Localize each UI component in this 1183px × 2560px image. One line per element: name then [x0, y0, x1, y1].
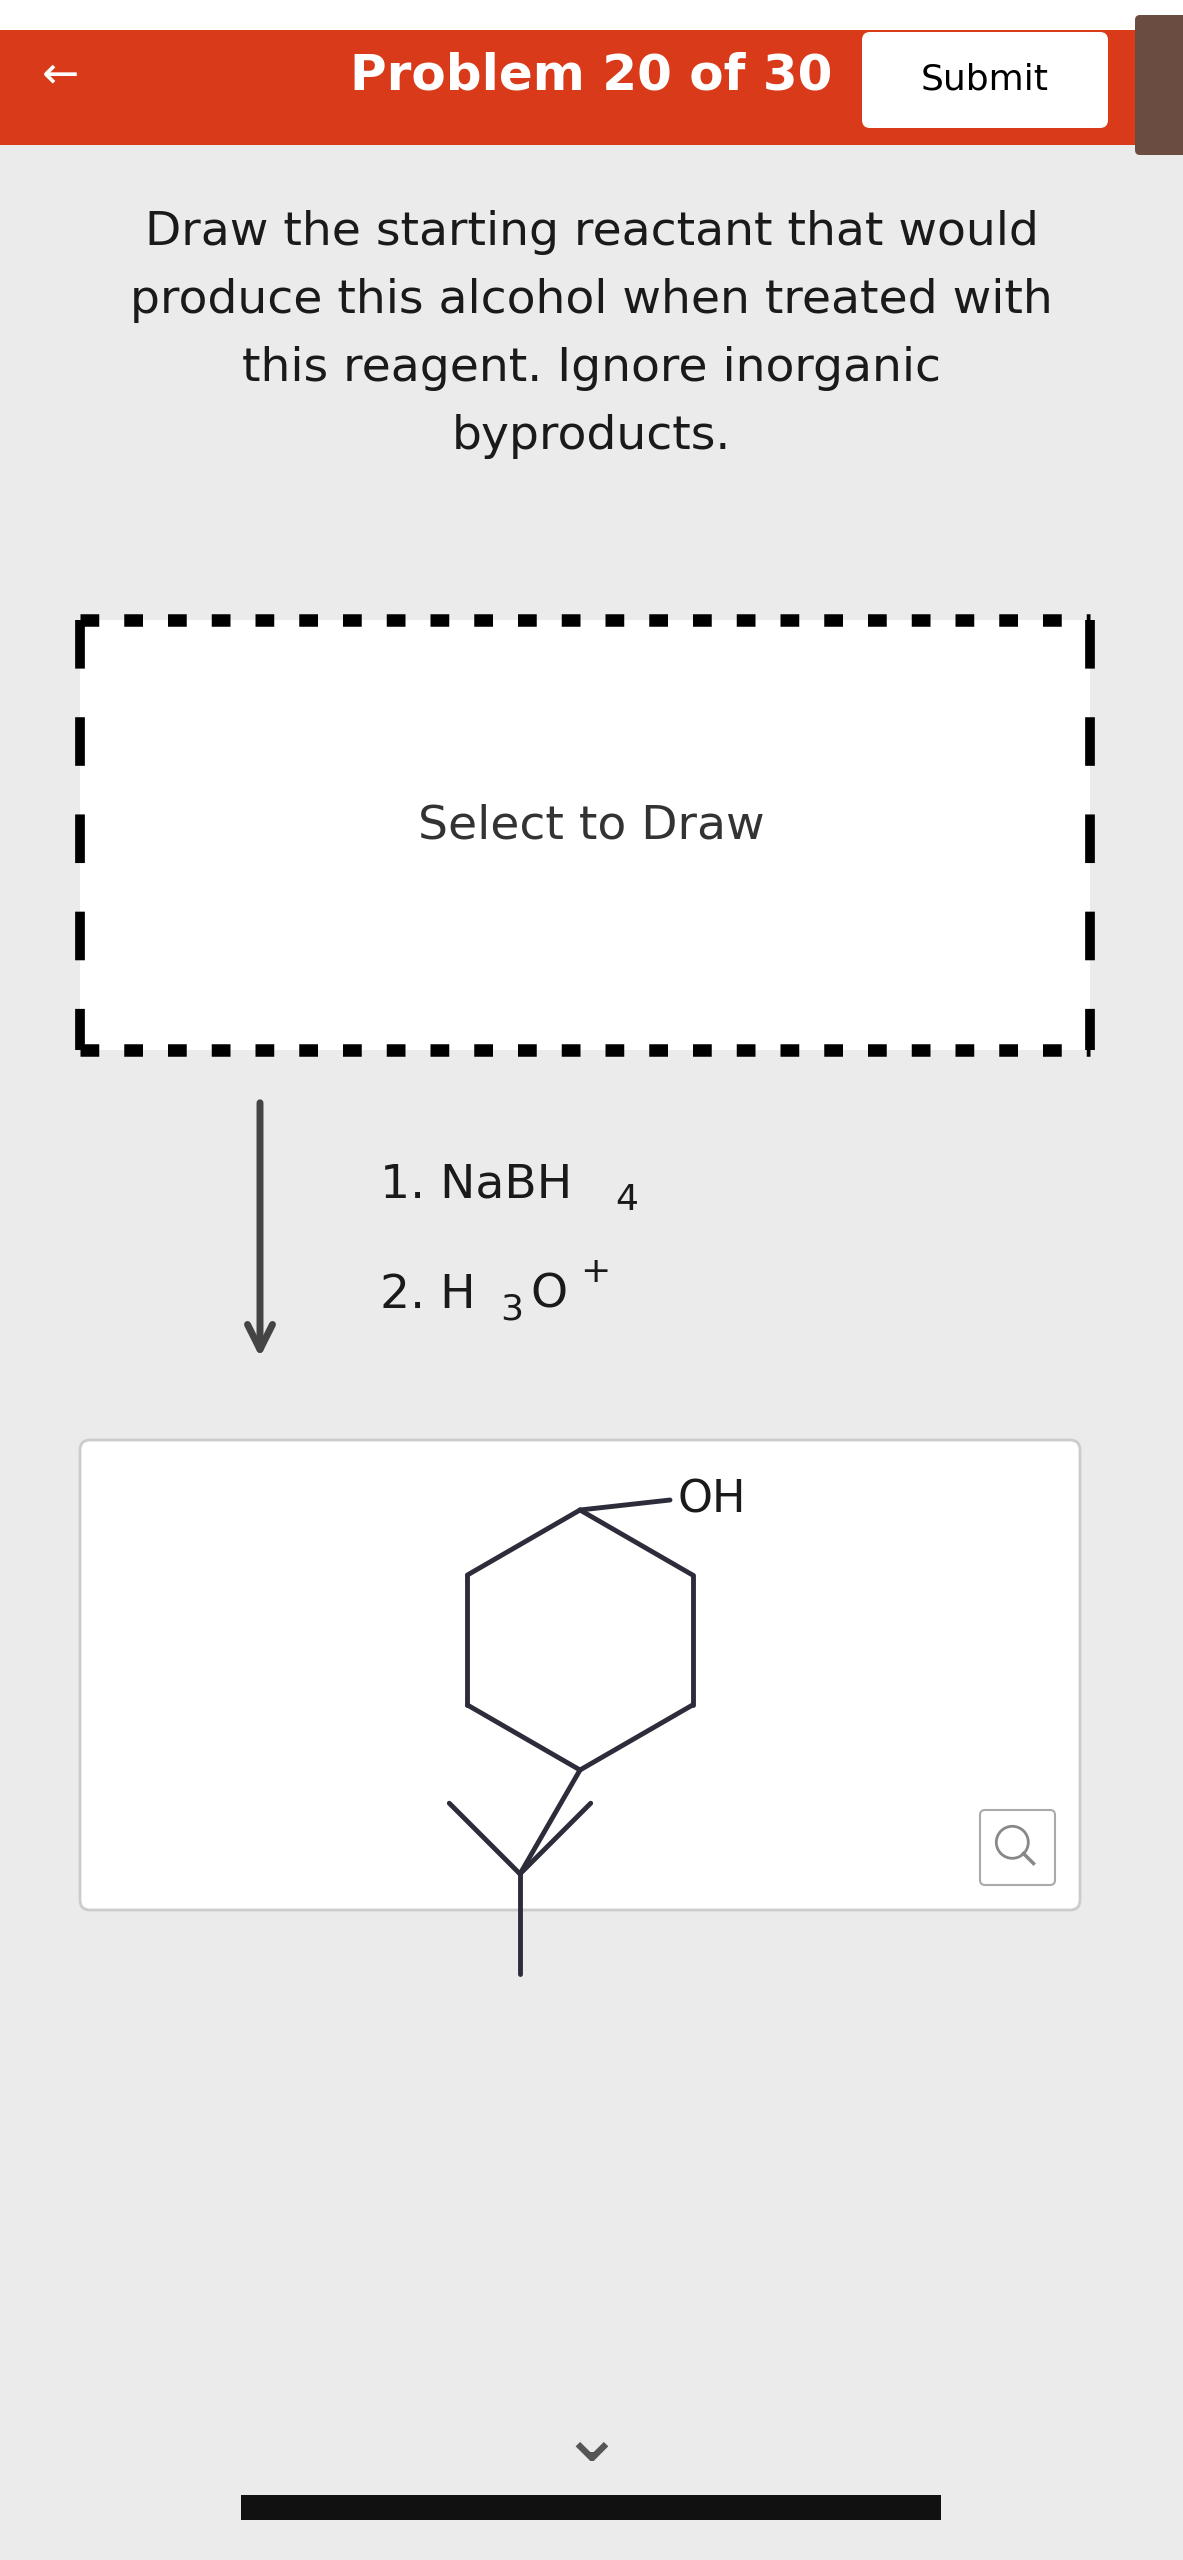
- FancyBboxPatch shape: [80, 1439, 1080, 1910]
- Text: ⌄: ⌄: [560, 2404, 623, 2478]
- Text: this reagent. Ignore inorganic: this reagent. Ignore inorganic: [243, 346, 940, 392]
- Text: 2. H: 2. H: [380, 1272, 476, 1318]
- FancyBboxPatch shape: [80, 620, 1090, 1050]
- Text: Submit: Submit: [922, 64, 1049, 97]
- FancyBboxPatch shape: [980, 1810, 1055, 1884]
- FancyBboxPatch shape: [0, 0, 1183, 146]
- Text: O: O: [530, 1272, 567, 1318]
- FancyBboxPatch shape: [0, 0, 1183, 31]
- Text: Select to Draw: Select to Draw: [418, 804, 765, 850]
- Text: OH: OH: [678, 1480, 746, 1521]
- Text: Draw the starting reactant that would: Draw the starting reactant that would: [144, 210, 1039, 256]
- FancyBboxPatch shape: [862, 31, 1108, 128]
- FancyBboxPatch shape: [1134, 15, 1183, 156]
- Text: produce this alcohol when treated with: produce this alcohol when treated with: [130, 279, 1053, 323]
- Text: 3: 3: [500, 1293, 523, 1326]
- Text: byproducts.: byproducts.: [452, 415, 731, 458]
- Text: 1. NaBH: 1. NaBH: [380, 1162, 573, 1208]
- Text: ←: ←: [41, 54, 78, 97]
- Text: 4: 4: [615, 1183, 638, 1216]
- Text: Problem 20 of 30: Problem 20 of 30: [350, 51, 833, 100]
- FancyBboxPatch shape: [241, 2496, 942, 2519]
- Text: +: +: [580, 1254, 610, 1290]
